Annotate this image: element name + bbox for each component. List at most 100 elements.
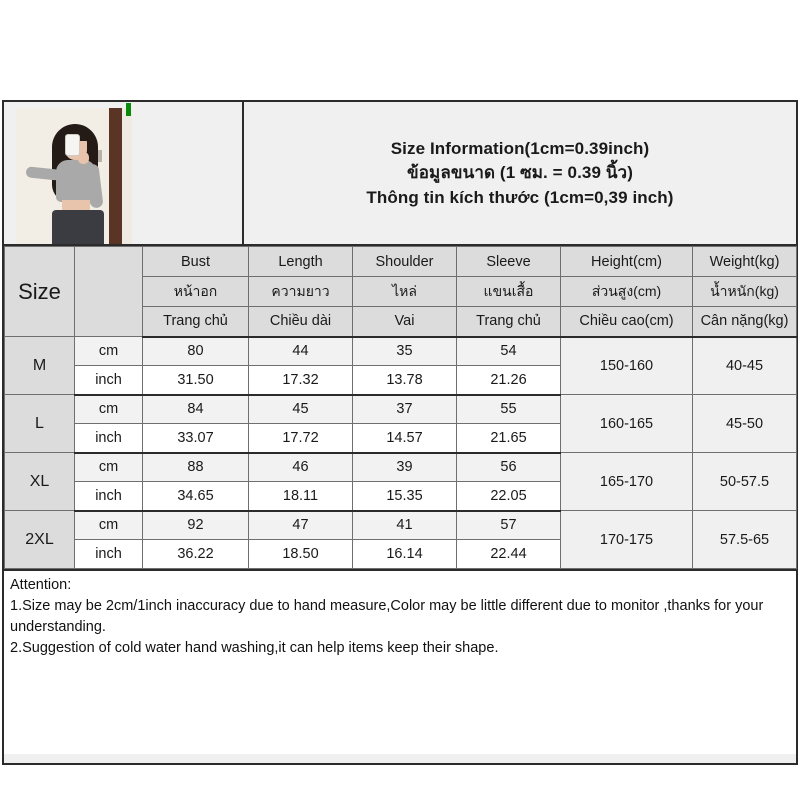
weight-l: 45-50 [692,394,797,453]
unit-inch-xl: inch [74,481,143,512]
bust-cm-2xl: 92 [142,510,249,540]
header-shoulder-vi: Vai [352,306,457,338]
table-row: inch 33.07 17.72 14.57 21.65 [5,423,797,454]
title-vietnamese: Thông tin kích thước (1cm=0,39 inch) [366,187,674,207]
header-bust-vi: Trang chủ [142,306,249,338]
header-height-vi: Chiều cao(cm) [560,306,693,338]
size-label-2xl: 2XL [4,510,75,569]
size-label-m: M [4,336,75,395]
unit-cm-xl: cm [74,452,143,482]
size-table: Size Bust Length Shoulder Sleeve Height(… [4,246,797,569]
header-bust-en: Bust [142,246,249,277]
length-cm-l: 45 [248,394,353,424]
header-length-vi: Chiều dài [248,306,353,338]
length-inch-l: 17.72 [248,423,353,454]
header-length-en: Length [248,246,353,277]
chart-banner: Size Information(1cm=0.39inch) ข้อมูลขนา… [4,102,796,246]
sleeve-inch-l: 21.65 [456,423,561,454]
height-l: 160-165 [560,394,693,453]
photo-door-frame [109,108,122,244]
bust-inch-xl: 34.65 [142,481,249,512]
header-row-thai: หน้าอก ความยาว ไหล่ แขนเสื้อ ส่วนสูง(cm)… [5,276,797,307]
table-row: inch 36.22 18.50 16.14 22.44 [5,539,797,569]
shoulder-inch-2xl: 16.14 [352,539,457,569]
length-cm-xl: 46 [248,452,353,482]
table-row: inch 34.65 18.11 15.35 22.05 [5,481,797,512]
unit-inch-2xl: inch [74,539,143,569]
weight-m: 40-45 [692,336,797,395]
length-inch-2xl: 18.50 [248,539,353,569]
sleeve-cm-xl: 56 [456,452,561,482]
attention-section: Attention: 1.Size may be 2cm/1inch inacc… [4,569,796,754]
size-column-header: Size [4,246,75,337]
table-row: 2XL cm 92 47 41 57 170-175 57.5-65 [4,510,797,569]
bust-cm-l: 84 [142,394,249,424]
unit-cm-2xl: cm [74,510,143,540]
bust-cm-m: 80 [142,336,249,366]
product-photo-cell [4,102,244,244]
green-marker-icon [126,103,131,116]
shoulder-cm-2xl: 41 [352,510,457,540]
height-xl: 165-170 [560,452,693,511]
chart-title-block: Size Information(1cm=0.39inch) ข้อมูลขนา… [244,102,796,244]
header-row-vietnamese: Trang chủ Chiều dài Vai Trang chủ Chiều … [5,306,797,338]
shoulder-inch-l: 14.57 [352,423,457,454]
bust-inch-2xl: 36.22 [142,539,249,569]
header-weight-th: น้ำหนัก(kg) [692,276,797,307]
height-2xl: 170-175 [560,510,693,569]
bust-cm-xl: 88 [142,452,249,482]
shoulder-cm-l: 37 [352,394,457,424]
size-label-l: L [4,394,75,453]
shoulder-inch-xl: 15.35 [352,481,457,512]
header-sleeve-en: Sleeve [456,246,561,277]
attention-note-1: 1.Size may be 2cm/1inch inaccuracy due t… [10,598,764,636]
attention-heading: Attention: [10,577,72,593]
unit-inch-l: inch [74,423,143,454]
unit-cm-l: cm [74,394,143,424]
length-inch-xl: 18.11 [248,481,353,512]
sleeve-inch-2xl: 22.44 [456,539,561,569]
length-inch-m: 17.32 [248,365,353,396]
sleeve-cm-2xl: 57 [456,510,561,540]
length-cm-m: 44 [248,336,353,366]
header-sleeve-vi: Trang chủ [456,306,561,338]
header-bust-th: หน้าอก [142,276,249,307]
header-length-th: ความยาว [248,276,353,307]
photo-door-edge [122,108,132,244]
attention-note-2: 2.Suggestion of cold water hand washing,… [10,640,499,657]
model-photo [16,108,132,244]
header-weight-en: Weight(kg) [692,246,797,277]
title-english: Size Information(1cm=0.39inch) [390,139,650,159]
size-chart-frame: Size Information(1cm=0.39inch) ข้อมูลขนา… [2,100,798,765]
bust-inch-l: 33.07 [142,423,249,454]
header-shoulder-th: ไหล่ [352,276,457,307]
unit-column-header [74,246,143,337]
table-row: inch 31.50 17.32 13.78 21.26 [5,365,797,396]
header-row-english: Size Bust Length Shoulder Sleeve Height(… [4,246,797,337]
weight-2xl: 57.5-65 [692,510,797,569]
unit-inch-m: inch [74,365,143,396]
length-cm-2xl: 47 [248,510,353,540]
weight-xl: 50-57.5 [692,452,797,511]
sleeve-cm-l: 55 [456,394,561,424]
shoulder-inch-m: 13.78 [352,365,457,396]
table-row: XL cm 88 46 39 56 165-170 50-57.5 [4,452,797,511]
photo-model-hand [78,152,89,164]
title-thai: ข้อมูลขนาด (1 ซม. = 0.39 นิ้ว) [407,163,633,183]
sleeve-cm-m: 54 [456,336,561,366]
header-weight-vi: Cân nặng(kg) [692,306,797,338]
unit-cm-m: cm [74,336,143,366]
bust-inch-m: 31.50 [142,365,249,396]
photo-smartphone [65,134,80,156]
shoulder-cm-m: 35 [352,336,457,366]
header-sleeve-th: แขนเสื้อ [456,276,561,307]
photo-model-jeans [52,210,104,244]
photo-model-midriff [62,200,90,212]
header-shoulder-en: Shoulder [352,246,457,277]
table-row: M cm 80 44 35 54 150-160 40-45 [4,336,797,395]
header-height-th: ส่วนสูง(cm) [560,276,693,307]
sleeve-inch-xl: 22.05 [456,481,561,512]
table-row: L cm 84 45 37 55 160-165 45-50 [4,394,797,453]
height-m: 150-160 [560,336,693,395]
